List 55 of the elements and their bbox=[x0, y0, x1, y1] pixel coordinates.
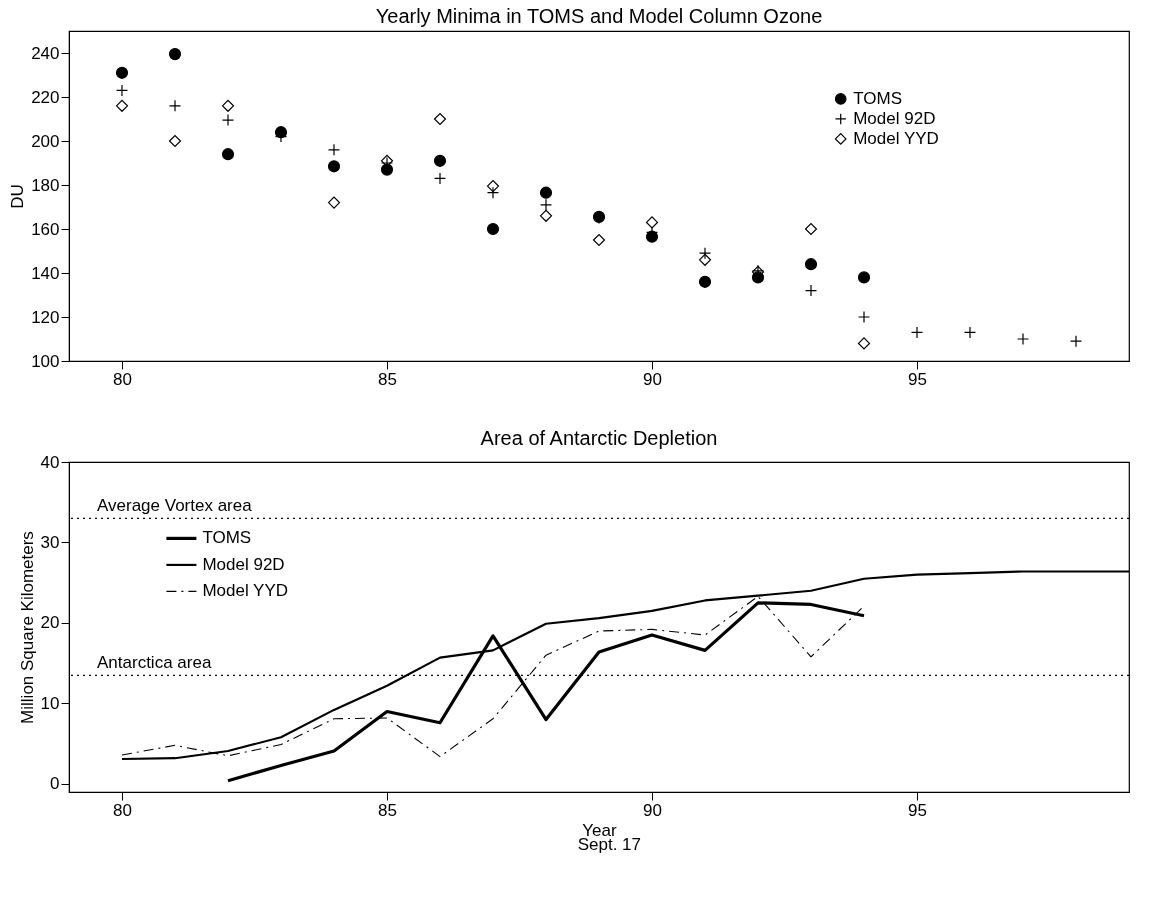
point bbox=[486, 180, 500, 193]
y-tick-label: 40 bbox=[40, 452, 60, 472]
legend-label: TOMS bbox=[853, 88, 903, 108]
chart-title: Area of Antarctic Depletion bbox=[480, 427, 718, 449]
y-tick-label: 160 bbox=[31, 219, 60, 239]
x-tick-label: 80 bbox=[113, 800, 132, 820]
chart-title: Yearly Minima in TOMS and Model Column Ozone bbox=[375, 5, 823, 27]
legend-label: Model 92D bbox=[853, 108, 936, 128]
point bbox=[168, 134, 182, 148]
point bbox=[486, 222, 500, 236]
x-tick-label: 95 bbox=[908, 369, 927, 389]
y-tick-label: 100 bbox=[31, 351, 60, 371]
point bbox=[168, 48, 182, 61]
legend-label: Model YYD bbox=[853, 128, 939, 148]
y-tick-label: 10 bbox=[40, 693, 60, 713]
point bbox=[698, 253, 712, 266]
point bbox=[698, 275, 712, 288]
x-tick-label: 80 bbox=[113, 369, 132, 389]
point bbox=[804, 222, 818, 236]
legend-label: Model YYD bbox=[202, 581, 289, 601]
point bbox=[539, 209, 553, 222]
y-tick-label: 20 bbox=[40, 613, 60, 633]
y-tick-label: 0 bbox=[50, 774, 60, 794]
point bbox=[221, 148, 235, 161]
y-axis-title: Million Square Kilometers bbox=[17, 531, 37, 724]
point bbox=[804, 258, 818, 271]
x-tick-label: 90 bbox=[643, 800, 662, 820]
x-tick-label: 90 bbox=[643, 369, 662, 389]
x-tick-label: 85 bbox=[378, 800, 397, 820]
y-tick-label: 30 bbox=[40, 532, 60, 552]
y-tick-label: 200 bbox=[31, 131, 60, 151]
point bbox=[592, 233, 606, 247]
y-tick-label: 120 bbox=[31, 307, 60, 327]
legend-label: Model 92D bbox=[202, 554, 285, 574]
x-tick-label: 95 bbox=[908, 800, 927, 820]
point bbox=[115, 66, 129, 79]
ref-line-label: Average Vortex area bbox=[97, 496, 253, 516]
y-tick-label: 220 bbox=[31, 87, 60, 107]
legend-label: TOMS bbox=[202, 528, 252, 548]
point bbox=[327, 160, 341, 173]
x-tick-label: 85 bbox=[378, 369, 397, 389]
point bbox=[857, 271, 871, 284]
point bbox=[857, 337, 871, 350]
y-axis-title: DU bbox=[8, 184, 28, 209]
y-tick-label: 140 bbox=[31, 263, 60, 283]
point bbox=[645, 216, 659, 229]
y-tick-label: 180 bbox=[31, 175, 60, 195]
point bbox=[327, 196, 341, 209]
y-tick-label: 240 bbox=[31, 43, 60, 63]
point bbox=[539, 186, 553, 199]
point bbox=[115, 99, 129, 112]
point bbox=[433, 112, 447, 126]
ref-line-label: Antarctica area bbox=[97, 653, 212, 673]
point bbox=[221, 99, 235, 112]
point bbox=[433, 154, 447, 167]
